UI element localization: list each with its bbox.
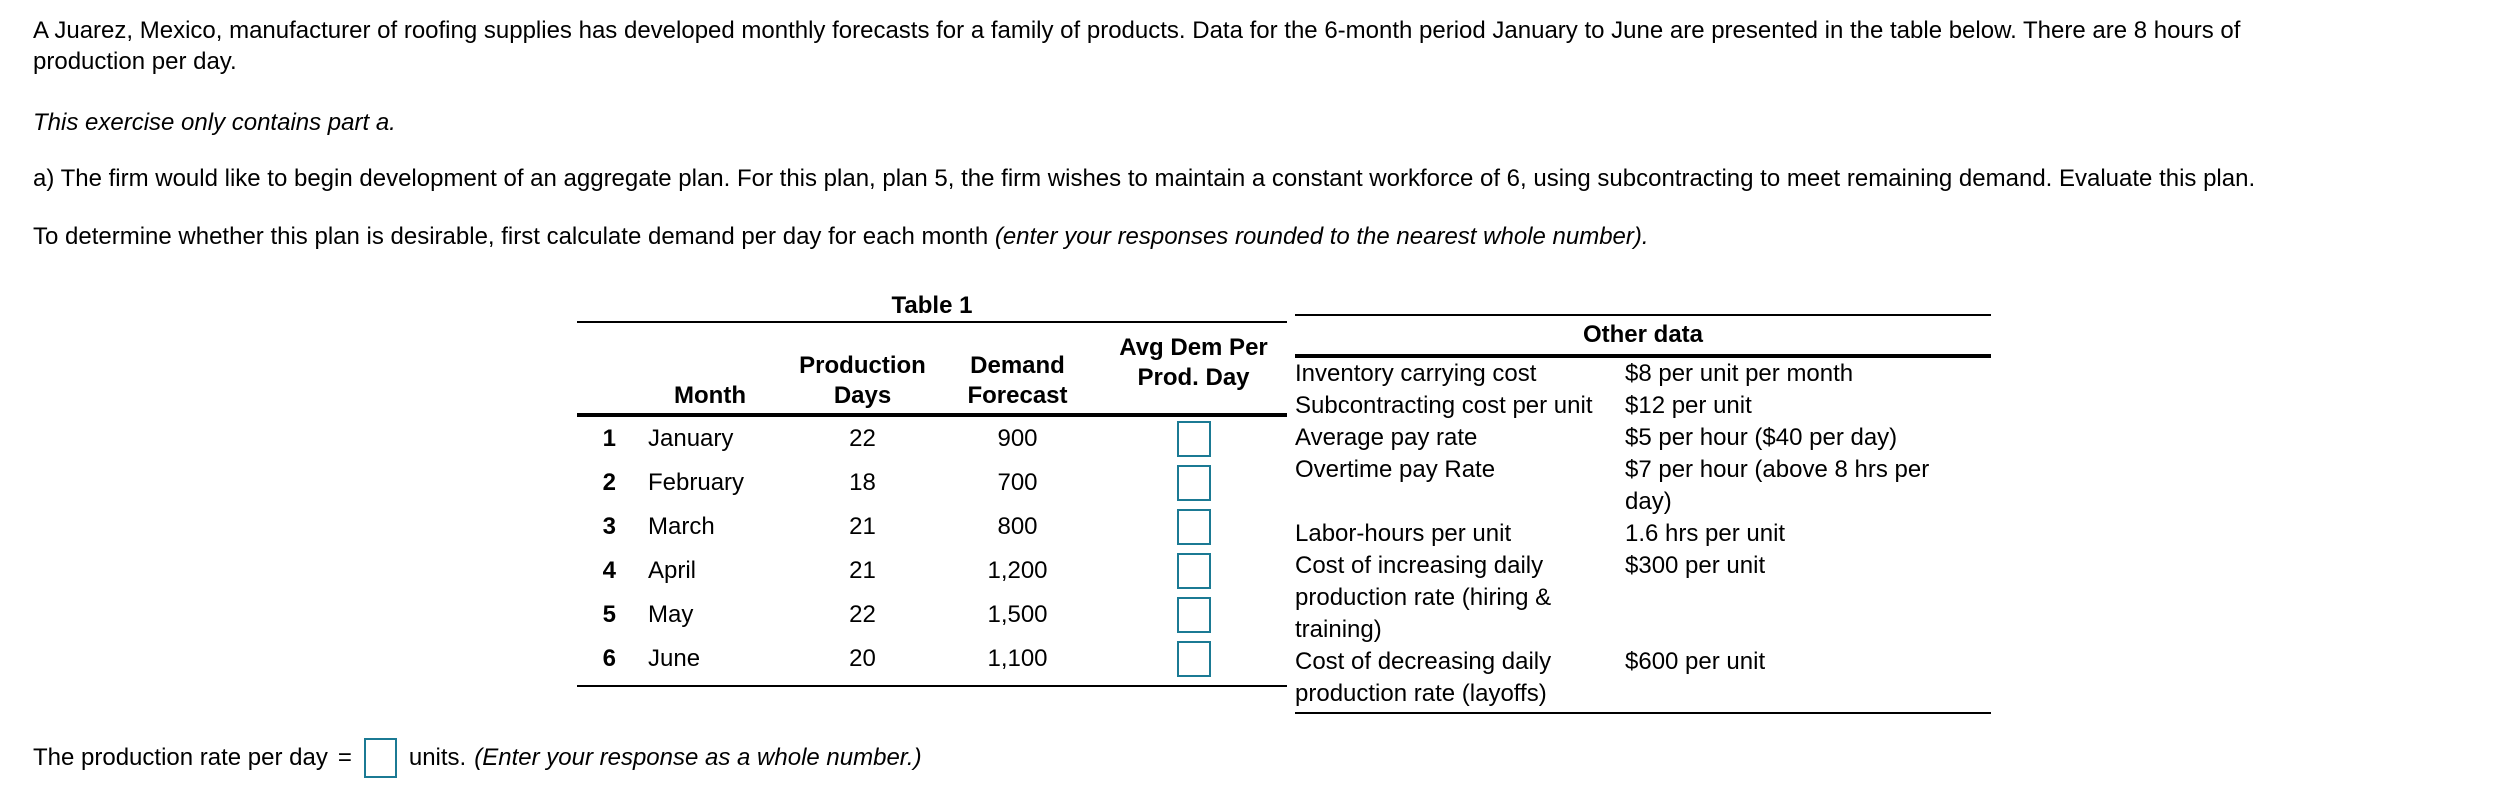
table-1: Table 1 Month Production Days Demand For… [577, 291, 1287, 687]
month-cell: March [648, 513, 715, 540]
production-rate-label: The production rate per day [33, 744, 328, 771]
table-row-may: 5 May 22 1,500 [577, 593, 1287, 637]
header-production-days: Production Days [799, 352, 926, 409]
production-days-cell: 20 [849, 645, 876, 672]
other-data-value: 1.6 hrs per unit [1625, 520, 1786, 547]
other-data-value: $12 per unit [1625, 392, 1752, 419]
month-cell: January [648, 425, 734, 452]
other-data-label: Cost of decreasing daily production rate… [1295, 648, 1552, 707]
table-1-bottom-rule [577, 685, 1287, 687]
table-1-title: Table 1 [891, 292, 973, 319]
avg-demand-input-june[interactable] [1176, 641, 1211, 677]
instruction-text: To determine whether this plan is desira… [33, 223, 995, 250]
other-data-row: Cost of decreasing daily production rate… [1295, 646, 1991, 710]
other-data-label: Average pay rate [1295, 424, 1478, 451]
header-month: Month [674, 382, 746, 409]
other-data-label: Cost of increasing daily production rate… [1295, 552, 1552, 643]
other-data-row: Overtime pay Rate $7 per hour (above 8 h… [1295, 454, 1991, 518]
other-data-top-rule [1295, 314, 1991, 316]
production-days-cell: 18 [849, 469, 876, 496]
other-data-row: Inventory carrying cost $8 per unit per … [1295, 358, 1991, 390]
month-cell: April [648, 557, 697, 584]
header-avg-dem-per-prod-day: Avg Dem Per Prod. Day [1119, 334, 1268, 391]
row-number: 6 [602, 645, 616, 672]
production-days-cell: 22 [849, 425, 876, 452]
other-data-label: Subcontracting cost per unit [1295, 392, 1593, 419]
other-data-label: Inventory carrying cost [1295, 360, 1537, 387]
other-data-title: Other data [1582, 321, 1704, 348]
other-data-row: Labor-hours per unit 1.6 hrs per unit [1295, 518, 1991, 550]
production-days-cell: 21 [849, 513, 876, 540]
row-number: 5 [602, 601, 616, 628]
demand-forecast-cell: 900 [997, 425, 1038, 452]
row-number: 3 [602, 513, 616, 540]
table-row-march: 3 March 21 800 [577, 505, 1287, 549]
header-spacer [577, 323, 630, 413]
table-row-february: 2 February 18 700 [577, 461, 1287, 505]
other-data-row: Average pay rate $5 per hour ($40 per da… [1295, 422, 1991, 454]
header-demand-forecast: Demand Forecast [967, 352, 1068, 409]
avg-demand-input-february[interactable] [1176, 465, 1211, 501]
other-data-label: Overtime pay Rate [1295, 456, 1496, 483]
demand-forecast-cell: 1,100 [987, 645, 1048, 672]
other-data-row: Subcontracting cost per unit $12 per uni… [1295, 390, 1991, 422]
month-cell: June [648, 645, 701, 672]
table-row-june: 6 June 20 1,100 [577, 637, 1287, 681]
avg-demand-input-march[interactable] [1176, 509, 1211, 545]
table-row-january: 1 January 22 900 [577, 417, 1287, 461]
month-cell: February [648, 469, 745, 496]
other-data-table: Other data Inventory carrying cost $8 pe… [1295, 301, 1991, 714]
avg-demand-input-may[interactable] [1176, 597, 1211, 633]
exercise-note: This exercise only contains part a. [33, 109, 396, 136]
whole-number-note: (Enter your response as a whole number.) [474, 744, 922, 771]
instruction-italic-text: (enter your responses rounded to the nea… [994, 223, 1649, 250]
other-data-value: $5 per hour ($40 per day) [1625, 424, 1898, 451]
production-rate-question: The production rate per day = units. (En… [33, 737, 922, 779]
production-rate-input[interactable] [363, 738, 397, 778]
other-data-value: $7 per hour (above 8 hrs per day) [1625, 456, 1930, 515]
equals-sign: = [337, 744, 352, 771]
demand-forecast-cell: 800 [997, 513, 1038, 540]
row-number: 4 [602, 557, 616, 584]
table-1-top-rule [577, 321, 1287, 323]
row-number: 1 [602, 425, 616, 452]
table-1-header-rule [577, 413, 1287, 417]
other-data-value: $600 per unit [1625, 648, 1766, 675]
table-1-header-row: Month Production Days Demand Forecast Av… [577, 323, 1287, 413]
instruction-line: To determine whether this plan is desira… [33, 221, 2493, 252]
part-a-statement: a) The firm would like to begin developm… [33, 165, 2256, 192]
avg-demand-input-april[interactable] [1176, 553, 1211, 589]
other-data-row: Cost of increasing daily production rate… [1295, 550, 1991, 646]
avg-demand-input-january[interactable] [1176, 421, 1211, 457]
row-number: 2 [602, 469, 616, 496]
other-data-value: $8 per unit per month [1625, 360, 1854, 387]
demand-forecast-cell: 1,200 [987, 557, 1048, 584]
other-data-bottom-rule [1295, 712, 1991, 714]
table-row-april: 4 April 21 1,200 [577, 549, 1287, 593]
production-days-cell: 21 [849, 557, 876, 584]
month-cell: May [648, 601, 694, 628]
demand-forecast-cell: 700 [997, 469, 1038, 496]
other-data-header-rule [1295, 354, 1991, 358]
problem-statement: A Juarez, Mexico, manufacturer of roofin… [33, 17, 2241, 75]
demand-forecast-cell: 1,500 [987, 601, 1048, 628]
other-data-value: $300 per unit [1625, 552, 1766, 579]
other-data-label: Labor-hours per unit [1295, 520, 1512, 547]
production-days-cell: 22 [849, 601, 876, 628]
units-label: units. [408, 744, 467, 771]
